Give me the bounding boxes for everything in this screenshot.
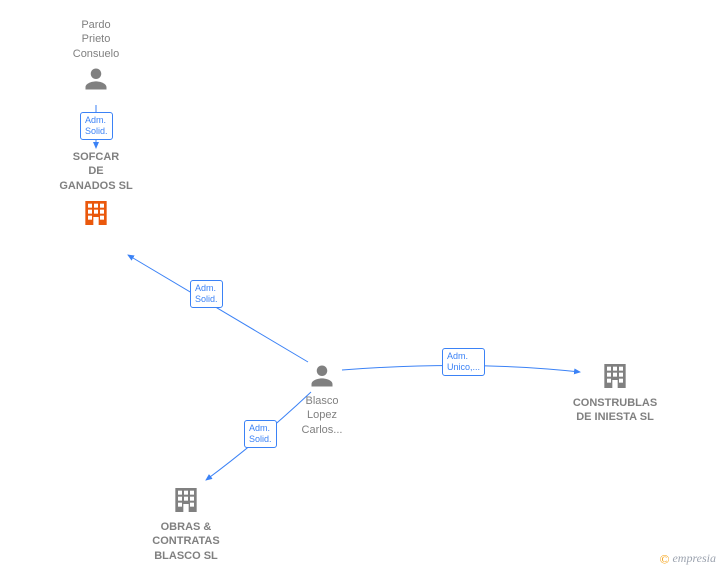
node-person-pardo[interactable]: Pardo Prieto Consuelo <box>66 18 126 97</box>
node-label-obras: OBRAS & CONTRATAS BLASCO SL <box>140 520 232 563</box>
edge-label-e4: Adm. Unico,... <box>442 348 485 376</box>
copyright-icon: © <box>660 551 670 566</box>
node-person-blasco[interactable]: Blasco Lopez Carlos... <box>292 358 352 437</box>
building-icon <box>599 360 631 392</box>
edge-e2 <box>128 255 308 362</box>
node-company-construblas[interactable]: CONSTRUBLAS DE INIESTA SL <box>560 356 670 425</box>
edge-label-e1: Adm. Solid. <box>80 112 113 140</box>
node-label-blasco: Blasco Lopez Carlos... <box>292 394 352 437</box>
person-icon <box>308 362 336 390</box>
person-icon <box>82 65 110 93</box>
edge-label-e3: Adm. Solid. <box>244 420 277 448</box>
watermark: © empresia <box>660 551 716 567</box>
node-company-sofcar[interactable]: SOFCAR DE GANADOS SL <box>50 150 142 233</box>
node-label-construblas: CONSTRUBLAS DE INIESTA SL <box>560 396 670 425</box>
building-icon <box>170 484 202 516</box>
node-label-pardo: Pardo Prieto Consuelo <box>66 18 126 61</box>
node-company-obras[interactable]: OBRAS & CONTRATAS BLASCO SL <box>140 480 232 563</box>
node-label-sofcar: SOFCAR DE GANADOS SL <box>50 150 142 193</box>
watermark-text: empresia <box>672 551 716 565</box>
edge-label-e2: Adm. Solid. <box>190 280 223 308</box>
building-icon <box>80 197 112 229</box>
